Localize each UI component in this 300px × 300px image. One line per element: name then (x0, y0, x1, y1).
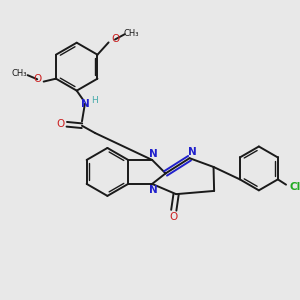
Text: N: N (148, 185, 158, 195)
Text: N: N (80, 99, 89, 109)
Text: O: O (56, 119, 64, 129)
Text: CH₃: CH₃ (12, 69, 27, 78)
Text: N: N (188, 147, 197, 157)
Text: O: O (111, 34, 119, 44)
Text: Cl: Cl (289, 182, 300, 192)
Text: H: H (91, 96, 98, 105)
Text: N: N (148, 148, 158, 158)
Text: O: O (33, 74, 41, 84)
Text: O: O (169, 212, 178, 222)
Text: CH₃: CH₃ (124, 28, 139, 38)
